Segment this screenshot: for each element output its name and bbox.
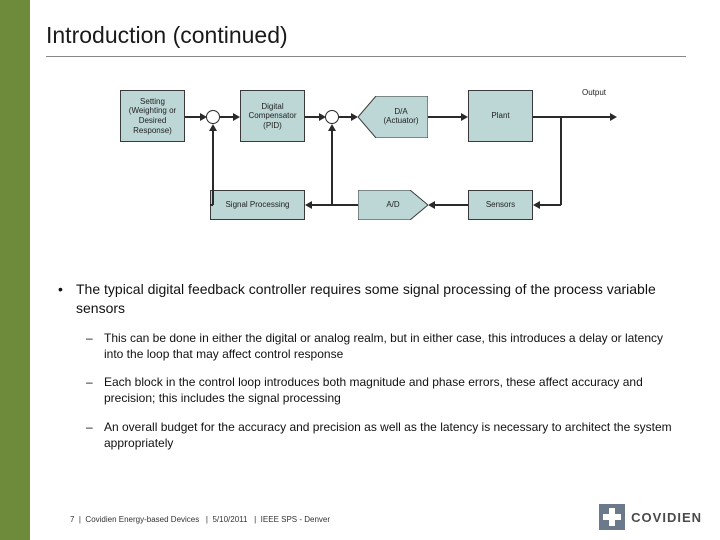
accent-sidebar [0, 0, 30, 540]
bullet-sub-1: This can be done in either the digital o… [76, 330, 674, 362]
footer-org: Covidien Energy-based Devices [85, 515, 199, 524]
node-sensors: Sensors [468, 190, 533, 220]
footer-venue: IEEE SPS - Denver [261, 515, 330, 524]
arrow-sp-up-head [209, 124, 217, 131]
arrow-output-to-sensors-head [533, 201, 540, 209]
logo-text: COVIDIEN [631, 510, 702, 525]
arrow-plant-output [533, 116, 613, 118]
bullet-main: The typical digital feedback controller … [54, 280, 674, 451]
covidien-logo: COVIDIEN [599, 504, 702, 530]
bullet-sub-3: An overall budget for the accuracy and p… [76, 419, 674, 451]
node-setting: Setting(Weighting orDesiredResponse) [120, 90, 185, 142]
arrow-setting-sum1-head [200, 113, 207, 121]
footer: 7 | Covidien Energy-based Devices | 5/10… [70, 515, 330, 524]
node-ad-label: A/D [358, 200, 428, 209]
arrow-plant-output-head [610, 113, 617, 121]
page-title: Introduction (continued) [46, 22, 288, 49]
footer-page: 7 [70, 515, 74, 524]
arrow-da-plant-head [461, 113, 468, 121]
arrow-sp-left [210, 204, 213, 206]
bullet-sub-2: Each block in the control loop introduce… [76, 374, 674, 406]
arrow-ad-sp-head [305, 201, 312, 209]
arrow-output-down [560, 116, 562, 205]
output-label: Output [582, 88, 606, 97]
node-signal-processing: Signal Processing [210, 190, 305, 220]
arrow-ad-up [331, 130, 333, 204]
arrow-ad-up-head [328, 124, 336, 131]
node-plant: Plant [468, 90, 533, 142]
title-underline [46, 56, 686, 57]
summing-junction-2 [325, 110, 339, 124]
content-bullets: The typical digital feedback controller … [54, 280, 674, 465]
arrow-sensors-ad [432, 204, 468, 206]
arrow-sum2-da-head [351, 113, 358, 121]
feedback-controller-diagram: Setting(Weighting orDesiredResponse) Dig… [120, 80, 660, 250]
arrow-sensors-ad-head [428, 201, 435, 209]
arrow-comp-sum2-head [319, 113, 326, 121]
arrow-sp-up [212, 130, 214, 205]
bullet-main-text: The typical digital feedback controller … [76, 281, 656, 316]
arrow-ad-sp [310, 204, 358, 206]
footer-date: 5/10/2011 [212, 515, 247, 524]
logo-mark-icon [599, 504, 625, 530]
arrow-da-plant [428, 116, 464, 118]
arrow-sum1-comp-head [233, 113, 240, 121]
summing-junction-1 [206, 110, 220, 124]
node-compensator: DigitalCompensator(PID) [240, 90, 305, 142]
node-da-label: D/A(Actuator) [366, 107, 436, 125]
